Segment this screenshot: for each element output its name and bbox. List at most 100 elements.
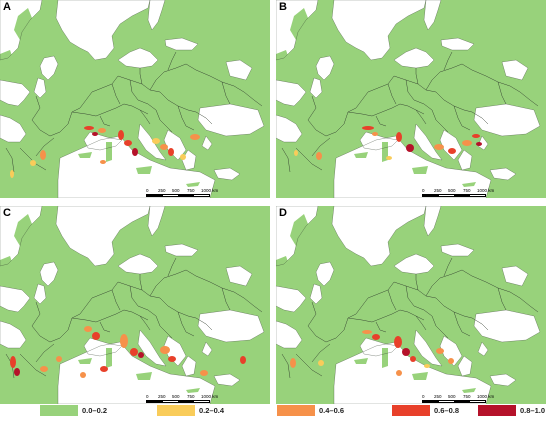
europe-map xyxy=(0,206,270,404)
panel-label: C xyxy=(3,207,11,219)
sea-areas xyxy=(276,206,540,404)
risk-hotspot xyxy=(160,346,170,354)
risk-hotspot xyxy=(290,358,296,368)
risk-hotspot xyxy=(124,140,132,146)
risk-hotspot xyxy=(472,134,480,138)
risk-hotspot xyxy=(396,370,402,376)
risk-hotspot xyxy=(152,138,160,144)
risk-hotspot xyxy=(362,126,374,130)
risk-hotspot xyxy=(14,368,20,376)
risk-hotspot xyxy=(98,128,106,133)
scale-tick-label: 250 xyxy=(158,394,166,399)
country-borders xyxy=(5,257,263,379)
scale-tick-label: 250 xyxy=(434,394,442,399)
risk-hotspot xyxy=(316,152,322,160)
country-borders xyxy=(281,257,539,379)
risk-hotspot xyxy=(372,132,378,136)
risk-hotspot xyxy=(30,160,36,166)
risk-hotspot xyxy=(168,356,176,362)
islands xyxy=(0,8,200,187)
europe-map xyxy=(276,0,546,198)
legend-item-3: 0.6–0.8 xyxy=(392,403,459,417)
coastline-outline xyxy=(0,0,265,198)
legend-swatch xyxy=(392,404,430,416)
risk-hotspot xyxy=(424,364,430,368)
legend-swatch xyxy=(277,404,315,416)
map-panel-b: B 0 250 500 750 1000 km xyxy=(276,0,546,198)
risk-hotspot xyxy=(84,126,94,130)
legend-label: 0.0–0.2 xyxy=(82,405,108,415)
risk-hotspots xyxy=(290,330,454,376)
scale-tick-label: 750 xyxy=(463,394,471,399)
legend-swatch xyxy=(478,404,516,416)
risk-hotspot xyxy=(240,356,246,364)
risk-hotspot xyxy=(476,142,482,146)
legend-label: 0.2–0.4 xyxy=(199,405,225,415)
scale-tick-label: 500 xyxy=(172,188,180,193)
risk-hotspot xyxy=(294,150,298,156)
legend-label: 0.6–0.8 xyxy=(434,405,460,415)
map-panel-c: C 0 250 500 750 1000 km xyxy=(0,206,270,404)
risk-hotspot xyxy=(448,148,456,154)
islands xyxy=(276,214,476,393)
legend-label: 0.8–1.0 xyxy=(520,405,546,415)
sea-areas xyxy=(0,0,264,198)
risk-hotspot xyxy=(92,332,100,340)
country-borders xyxy=(5,51,263,173)
scale-tick-label: 750 xyxy=(187,394,195,399)
risk-hotspot xyxy=(402,348,410,356)
risk-hotspot xyxy=(200,370,208,376)
coastline-outline xyxy=(276,206,541,404)
risk-hotspot xyxy=(394,336,402,348)
risk-hotspot xyxy=(120,334,128,348)
scale-tick-label: 750 xyxy=(463,188,471,193)
legend-swatch xyxy=(40,404,78,416)
risk-hotspot xyxy=(40,150,46,160)
panel-label: A xyxy=(3,1,11,13)
legend-item-4: 0.8–1.0 xyxy=(478,403,545,417)
scale-tick-label: 250 xyxy=(158,188,166,193)
risk-hotspot xyxy=(434,144,444,150)
risk-hotspot xyxy=(130,348,138,356)
islands xyxy=(276,8,476,187)
risk-hotspot xyxy=(436,348,444,354)
risk-hotspot xyxy=(362,330,372,334)
country-borders xyxy=(281,51,539,173)
risk-hotspot xyxy=(84,326,92,332)
legend-item-2: 0.4–0.6 xyxy=(277,403,344,417)
risk-hotspot xyxy=(56,356,62,362)
risk-hotspot xyxy=(168,148,174,156)
scale-tick-label: 0 xyxy=(422,394,425,399)
legend-label: 0.4–0.6 xyxy=(319,405,345,415)
scale-tick-label: 500 xyxy=(448,394,456,399)
coastline-outline xyxy=(0,206,265,404)
scale-tick-label: 1000 km xyxy=(201,394,219,399)
risk-hotspot xyxy=(100,366,108,372)
risk-hotspot xyxy=(160,144,168,150)
risk-hotspot xyxy=(372,334,380,340)
risk-hotspots xyxy=(10,326,246,378)
risk-hotspot xyxy=(92,132,98,136)
legend-item-1: 0.2–0.4 xyxy=(157,403,224,417)
panel-label: D xyxy=(279,207,287,219)
risk-hotspot xyxy=(406,144,414,152)
risk-hotspot xyxy=(386,156,392,160)
map-legend: 0.0–0.2 0.2–0.4 0.4–0.6 0.6–0.8 0.8–1.0 xyxy=(40,403,545,417)
risk-hotspot xyxy=(40,366,48,372)
panel-label: B xyxy=(279,1,287,13)
risk-hotspot xyxy=(396,132,402,142)
risk-hotspot xyxy=(132,148,138,156)
scale-tick-label: 1000 km xyxy=(477,394,495,399)
scale-tick-label: 250 xyxy=(434,188,442,193)
scale-tick-label: 500 xyxy=(448,188,456,193)
coastline-outline xyxy=(276,0,541,198)
legend-swatch xyxy=(157,404,195,416)
map-panel-a: A 0 250 500 750 1000 km xyxy=(0,0,270,198)
scale-tick-label: 0 xyxy=(422,188,425,193)
risk-hotspot xyxy=(80,372,86,378)
legend-item-0: 0.0–0.2 xyxy=(40,403,107,417)
risk-hotspot xyxy=(100,160,106,164)
map-panel-d: D 0 250 500 750 1000 km xyxy=(276,206,546,404)
scale-tick-label: 0 xyxy=(146,394,149,399)
risk-hotspot xyxy=(410,356,416,362)
